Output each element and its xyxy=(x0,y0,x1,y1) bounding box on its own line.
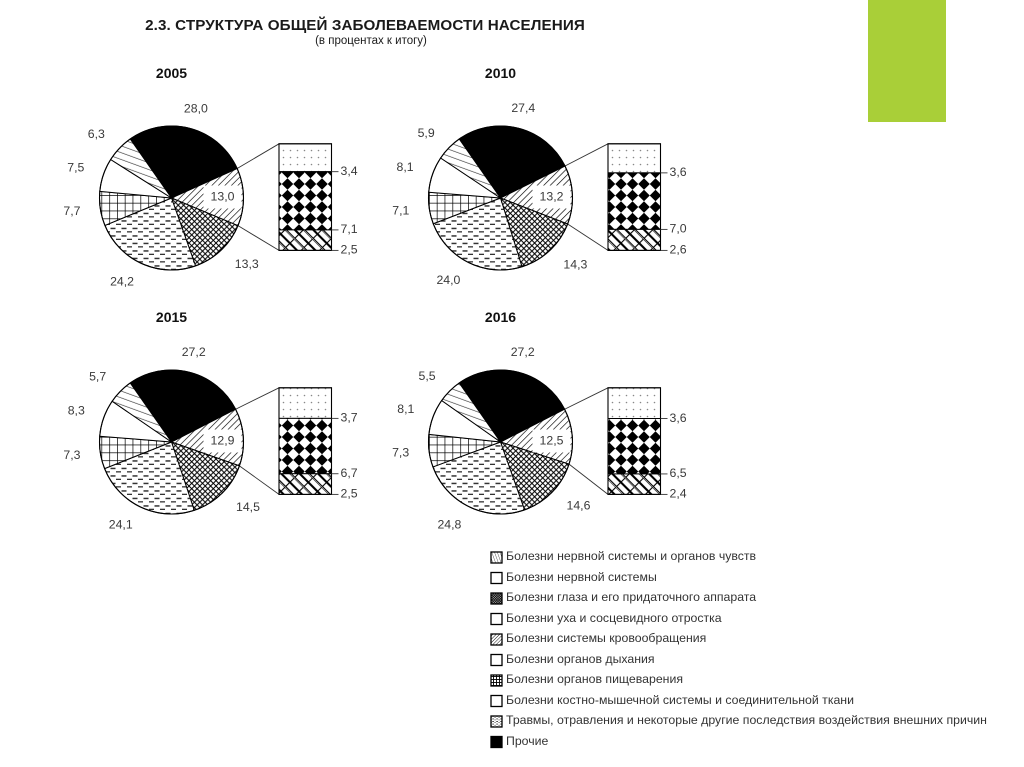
svg-text:12,9: 12,9 xyxy=(211,433,235,447)
svg-text:6,5: 6,5 xyxy=(670,466,687,480)
svg-text:8,1: 8,1 xyxy=(396,160,413,174)
svg-text:14,3: 14,3 xyxy=(563,257,587,271)
svg-text:3,4: 3,4 xyxy=(341,164,358,178)
svg-text:6,7: 6,7 xyxy=(341,466,358,480)
svg-text:7,0: 7,0 xyxy=(670,222,687,236)
svg-text:7,7: 7,7 xyxy=(63,204,80,218)
svg-text:2,4: 2,4 xyxy=(670,487,687,501)
svg-text:13,3: 13,3 xyxy=(235,257,259,271)
svg-text:7,5: 7,5 xyxy=(67,161,84,175)
svg-text:5,5: 5,5 xyxy=(418,369,435,383)
svg-text:27,4: 27,4 xyxy=(511,101,535,115)
svg-text:7,1: 7,1 xyxy=(341,222,358,236)
svg-text:27,2: 27,2 xyxy=(182,345,206,359)
svg-text:14,5: 14,5 xyxy=(236,500,260,514)
svg-text:3,7: 3,7 xyxy=(341,411,358,425)
svg-text:3,6: 3,6 xyxy=(670,411,687,425)
svg-text:24,8: 24,8 xyxy=(437,518,461,532)
svg-text:8,1: 8,1 xyxy=(397,402,414,416)
svg-text:2,6: 2,6 xyxy=(670,243,687,257)
svg-text:7,1: 7,1 xyxy=(392,203,409,217)
svg-text:7,3: 7,3 xyxy=(392,446,409,460)
svg-text:28,0: 28,0 xyxy=(184,102,208,116)
svg-text:3,6: 3,6 xyxy=(670,165,687,179)
svg-text:7,3: 7,3 xyxy=(63,448,80,462)
svg-text:13,0: 13,0 xyxy=(211,189,235,203)
svg-text:24,0: 24,0 xyxy=(436,273,460,287)
svg-text:5,7: 5,7 xyxy=(89,369,106,383)
svg-text:6,3: 6,3 xyxy=(88,127,105,141)
svg-text:8,3: 8,3 xyxy=(68,403,85,417)
svg-text:2,5: 2,5 xyxy=(341,243,358,257)
svg-text:12,5: 12,5 xyxy=(540,433,564,447)
svg-text:5,9: 5,9 xyxy=(418,126,435,140)
svg-text:24,1: 24,1 xyxy=(109,518,133,532)
svg-text:2,5: 2,5 xyxy=(341,487,358,501)
svg-text:27,2: 27,2 xyxy=(511,345,535,359)
svg-text:13,2: 13,2 xyxy=(540,189,564,203)
svg-text:24,2: 24,2 xyxy=(110,274,134,288)
svg-text:14,6: 14,6 xyxy=(567,498,591,512)
